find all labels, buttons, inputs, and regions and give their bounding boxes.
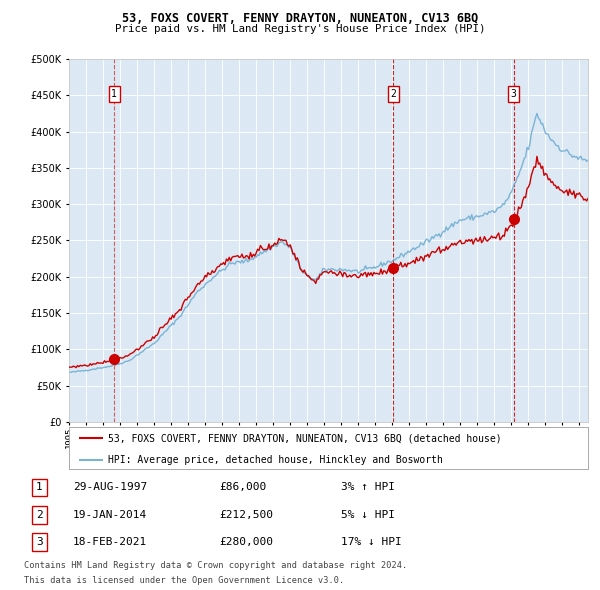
Text: 2: 2 [390, 89, 396, 99]
Text: £280,000: £280,000 [220, 537, 274, 547]
Text: 5% ↓ HPI: 5% ↓ HPI [341, 510, 395, 520]
Text: 18-FEB-2021: 18-FEB-2021 [73, 537, 147, 547]
Text: 19-JAN-2014: 19-JAN-2014 [73, 510, 147, 520]
Text: Contains HM Land Registry data © Crown copyright and database right 2024.: Contains HM Land Registry data © Crown c… [24, 561, 407, 571]
Text: Price paid vs. HM Land Registry's House Price Index (HPI): Price paid vs. HM Land Registry's House … [115, 25, 485, 34]
Text: 29-AUG-1997: 29-AUG-1997 [73, 483, 147, 493]
Text: 17% ↓ HPI: 17% ↓ HPI [341, 537, 401, 547]
Text: 3: 3 [511, 89, 517, 99]
Text: 3: 3 [36, 537, 43, 547]
Text: 1: 1 [36, 483, 43, 493]
Text: 53, FOXS COVERT, FENNY DRAYTON, NUNEATON, CV13 6BQ (detached house): 53, FOXS COVERT, FENNY DRAYTON, NUNEATON… [108, 434, 502, 444]
Text: 2: 2 [36, 510, 43, 520]
Text: 53, FOXS COVERT, FENNY DRAYTON, NUNEATON, CV13 6BQ: 53, FOXS COVERT, FENNY DRAYTON, NUNEATON… [122, 12, 478, 25]
Text: 1: 1 [112, 89, 117, 99]
Text: HPI: Average price, detached house, Hinckley and Bosworth: HPI: Average price, detached house, Hinc… [108, 455, 443, 465]
Text: 3% ↑ HPI: 3% ↑ HPI [341, 483, 395, 493]
Text: £86,000: £86,000 [220, 483, 267, 493]
Text: This data is licensed under the Open Government Licence v3.0.: This data is licensed under the Open Gov… [24, 576, 344, 585]
Text: £212,500: £212,500 [220, 510, 274, 520]
